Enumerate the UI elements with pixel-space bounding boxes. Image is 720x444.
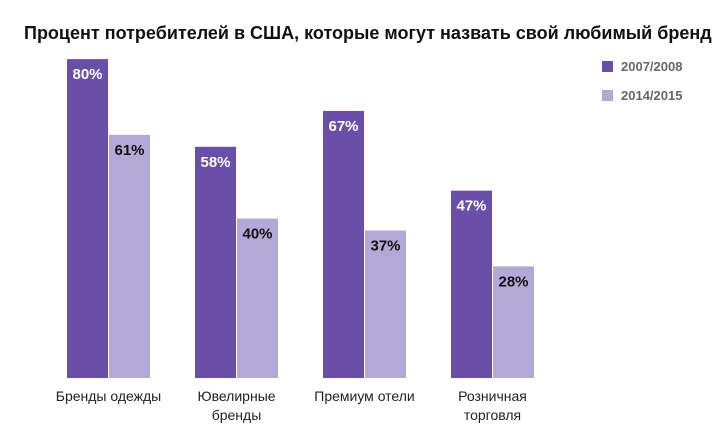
x-axis-labels: Бренды одежды Ювелирные бренды Премиум отел…: [56, 388, 527, 423]
category-label-4-line-1: Розничная: [458, 388, 527, 404]
category-label-1: Бренды одежды: [56, 388, 162, 404]
category-label-2-line-2: бренды: [212, 407, 262, 423]
data-label-1-1: 80%: [72, 66, 102, 83]
chart-title: Процент потребителей в США, которые могу…: [24, 23, 712, 43]
legend-label-1: 2007/2008: [621, 59, 682, 74]
data-label-1-2: 58%: [200, 154, 230, 171]
data-label-2-4: 28%: [498, 273, 528, 290]
category-label-4-line-2: торговля: [464, 407, 521, 423]
bar-2-4: [493, 266, 534, 378]
legend-swatch-1: [602, 61, 613, 72]
data-label-1-4: 47%: [456, 198, 486, 215]
legend-label-2: 2014/2015: [621, 88, 682, 103]
data-label-1-3: 67%: [328, 118, 358, 135]
legend-swatch-2: [602, 90, 613, 101]
bar-1-3: [323, 110, 364, 379]
bar-1-4: [451, 190, 492, 378]
data-label-2-3: 37%: [370, 238, 400, 255]
category-label-2-line-1: Ювелирные: [197, 388, 275, 404]
bar-2-1: [109, 134, 150, 378]
category-label-3: Премиум отели: [314, 388, 414, 404]
bar-1-1: [67, 59, 108, 379]
data-label-2-1: 61%: [114, 142, 144, 159]
bars-group: 80% 61% 58% 40% 67% 37% 47% 28%: [67, 59, 534, 379]
bar-2-3: [365, 230, 406, 378]
bar-2-2: [237, 218, 278, 378]
bar-1-2: [195, 146, 236, 378]
data-label-2-2: 40%: [242, 226, 272, 243]
legend: 2007/2008 2014/2015: [602, 59, 682, 103]
